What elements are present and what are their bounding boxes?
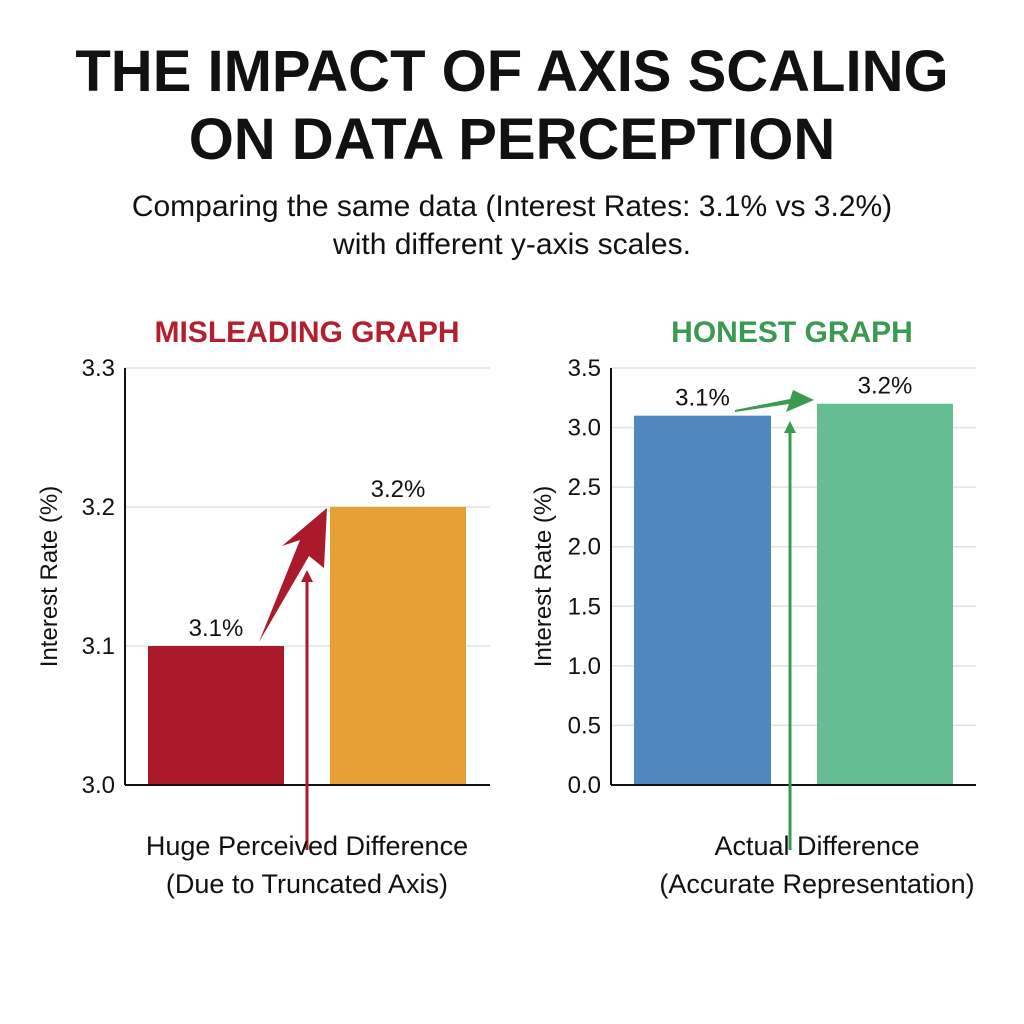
y-tick-label: 3.3 [82,355,115,382]
bar-1 [634,415,771,785]
annotation-line-1: Huge Perceived Difference [146,831,468,861]
y-tick-label: 2.0 [568,534,601,561]
annotation-line-2: (Accurate Representation) [659,869,974,899]
chart-title: MISLEADING GRAPH [154,316,459,349]
diagonal-arrow-icon [735,390,814,412]
subtitle-line-1: Comparing the same data (Interest Rates:… [131,190,893,223]
diagonal-arrow-icon [255,508,327,642]
y-axis-label: Interest Rate (%) [530,486,557,667]
annotation-line-1: Actual Difference [714,831,919,861]
y-tick-label: 1.0 [568,653,601,680]
bar-2 [817,403,953,785]
y-tick-label: 3.5 [568,355,601,382]
bar-2 [330,507,466,785]
vertical-arrowhead-icon [301,570,313,582]
subtitle-line-2: with different y-axis scales. [333,228,691,261]
annotation-line-2: (Due to Truncated Axis) [166,869,448,899]
y-tick-label: 0.0 [568,772,601,799]
data-label: 3.1% [189,615,244,642]
data-label: 3.1% [675,385,730,412]
main-title-line-2: ON DATA PERCEPTION [188,107,836,172]
vertical-arrowhead-icon [784,421,796,433]
y-tick-label: 1.5 [568,593,601,620]
y-tick-label: 3.2 [82,494,115,521]
y-tick-label: 2.5 [568,474,601,501]
y-axis-label: Interest Rate (%) [36,486,63,667]
data-label: 3.2% [371,476,426,503]
bar-1 [148,646,284,785]
main-title-line-1: THE IMPACT OF AXIS SCALING [75,39,949,104]
y-tick-label: 0.5 [568,712,601,739]
y-tick-label: 3.1 [82,633,115,660]
y-tick-label: 3.0 [568,415,601,442]
chart-title: HONEST GRAPH [671,316,913,349]
y-tick-label: 3.0 [82,772,115,799]
data-label: 3.2% [858,373,913,400]
